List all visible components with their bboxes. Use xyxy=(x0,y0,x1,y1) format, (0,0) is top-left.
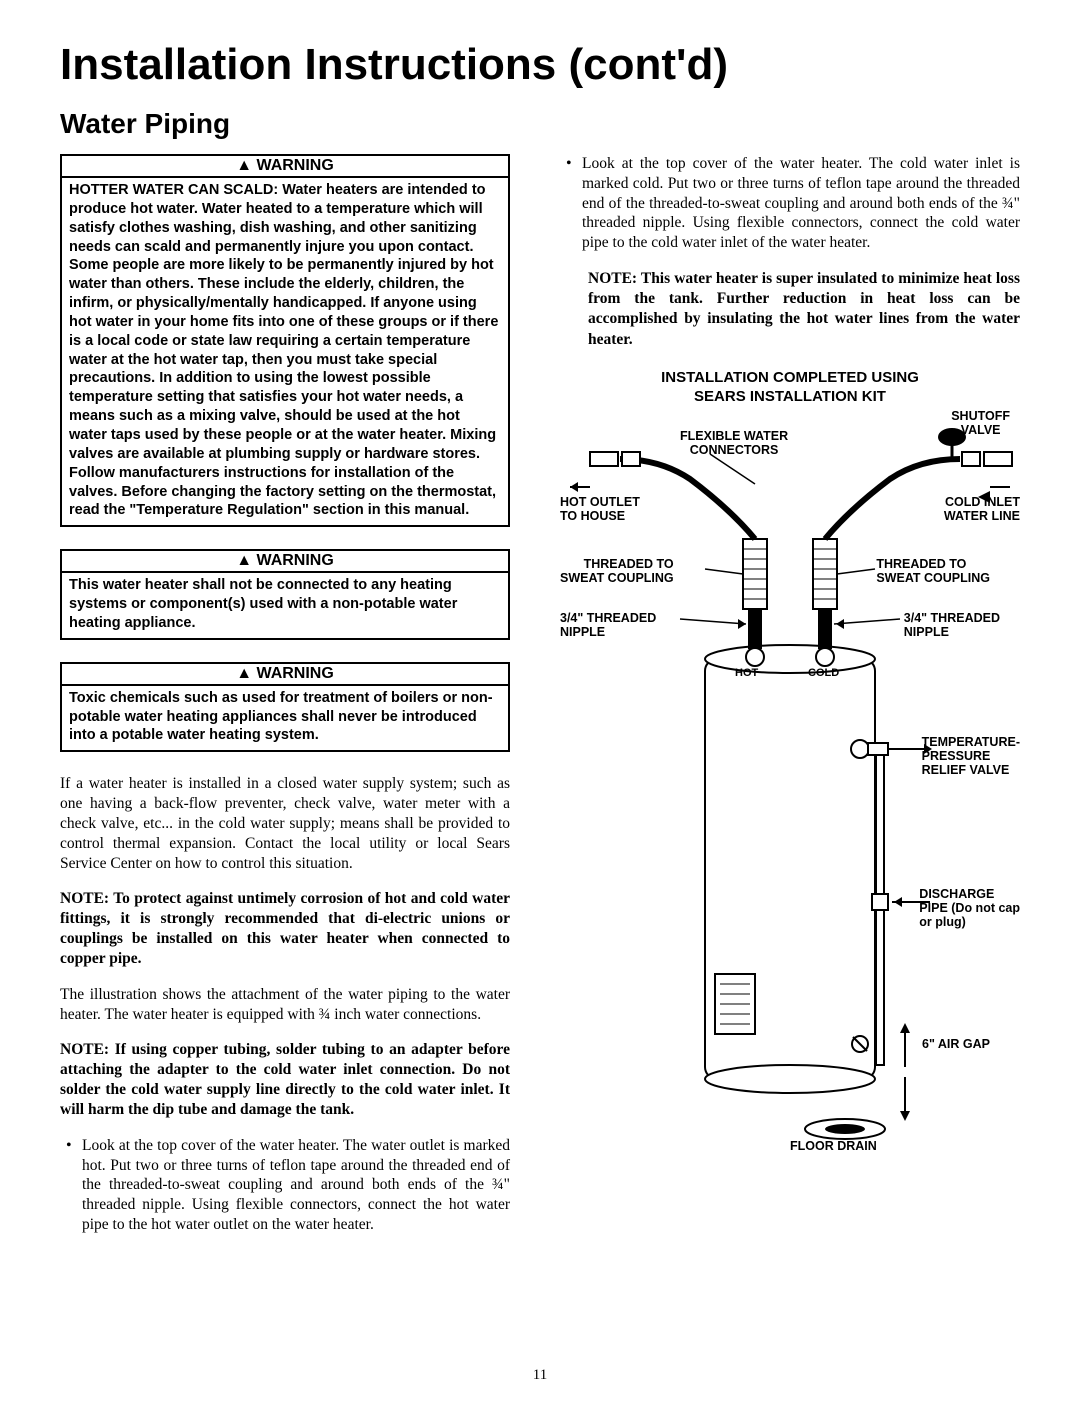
label-cold-inlet: COLD INLET WATER LINE xyxy=(944,495,1020,524)
warning-box-3: ▲ WARNING Toxic chemicals such as used f… xyxy=(60,662,510,753)
label-cold: COLD xyxy=(808,667,839,680)
warning-body: HOTTER WATER CAN SCALD: Water heaters ar… xyxy=(62,178,508,525)
right-note: NOTE: This water heater is super insulat… xyxy=(588,269,1020,350)
page-number: 11 xyxy=(0,1367,1080,1384)
note-paragraph: NOTE: If using copper tubing, solder tub… xyxy=(60,1040,510,1119)
label-t2s-left: THREADED TO SWEAT COUPLING xyxy=(560,557,674,586)
diagram-title: INSTALLATION COMPLETED USINGSEARS INSTAL… xyxy=(560,368,1020,407)
bullet-item: Look at the top cover of the water heate… xyxy=(560,154,1020,253)
paragraph: If a water heater is installed in a clos… xyxy=(60,774,510,873)
label-discharge: DISCHARGE PIPE (Do not cap or plug) xyxy=(919,887,1020,930)
bullet-item: Look at the top cover of the water heate… xyxy=(60,1136,510,1235)
label-hot-outlet: HOT OUTLET TO HOUSE xyxy=(560,495,640,524)
content-columns: ▲ WARNING HOTTER WATER CAN SCALD: Water … xyxy=(60,154,1020,1249)
warning-header: ▲ WARNING xyxy=(62,156,508,178)
label-t2s-right: THREADED TO SWEAT COUPLING xyxy=(876,557,990,586)
diagram-svg xyxy=(560,419,1020,1179)
label-nipple-left: 3/4" THREADED NIPPLE xyxy=(560,611,656,640)
label-floor: FLOOR DRAIN xyxy=(790,1139,877,1153)
right-column: Look at the top cover of the water heate… xyxy=(560,154,1020,1249)
label-flex: FLEXIBLE WATER CONNECTORS xyxy=(680,429,788,458)
warning-body: Toxic chemicals such as used for treatme… xyxy=(62,686,508,751)
label-hot: HOT xyxy=(735,667,758,680)
note-paragraph: NOTE: To protect against untimely corros… xyxy=(60,889,510,968)
warning-body: This water heater shall not be connected… xyxy=(62,573,508,638)
warning-box-1: ▲ WARNING HOTTER WATER CAN SCALD: Water … xyxy=(60,154,510,527)
label-airgap: 6" AIR GAP xyxy=(922,1037,990,1051)
bullet-list: Look at the top cover of the water heate… xyxy=(60,1136,510,1235)
warning-header: ▲ WARNING xyxy=(62,664,508,686)
page-title: Installation Instructions (cont'd) xyxy=(60,40,1020,90)
left-column: ▲ WARNING HOTTER WATER CAN SCALD: Water … xyxy=(60,154,510,1249)
label-shutoff: SHUTOFF VALVE xyxy=(951,409,1010,438)
installation-diagram: SHUTOFF VALVE FLEXIBLE WATER CONNECTORS … xyxy=(560,419,1020,1179)
label-tpr: TEMPERATURE- PRESSURE RELIEF VALVE xyxy=(922,735,1020,778)
label-nipple-right: 3/4" THREADED NIPPLE xyxy=(904,611,1000,640)
bullet-list: Look at the top cover of the water heate… xyxy=(560,154,1020,253)
warning-box-2: ▲ WARNING This water heater shall not be… xyxy=(60,549,510,640)
section-subtitle: Water Piping xyxy=(60,108,1020,140)
warning-header: ▲ WARNING xyxy=(62,551,508,573)
paragraph: The illustration shows the attachment of… xyxy=(60,985,510,1025)
